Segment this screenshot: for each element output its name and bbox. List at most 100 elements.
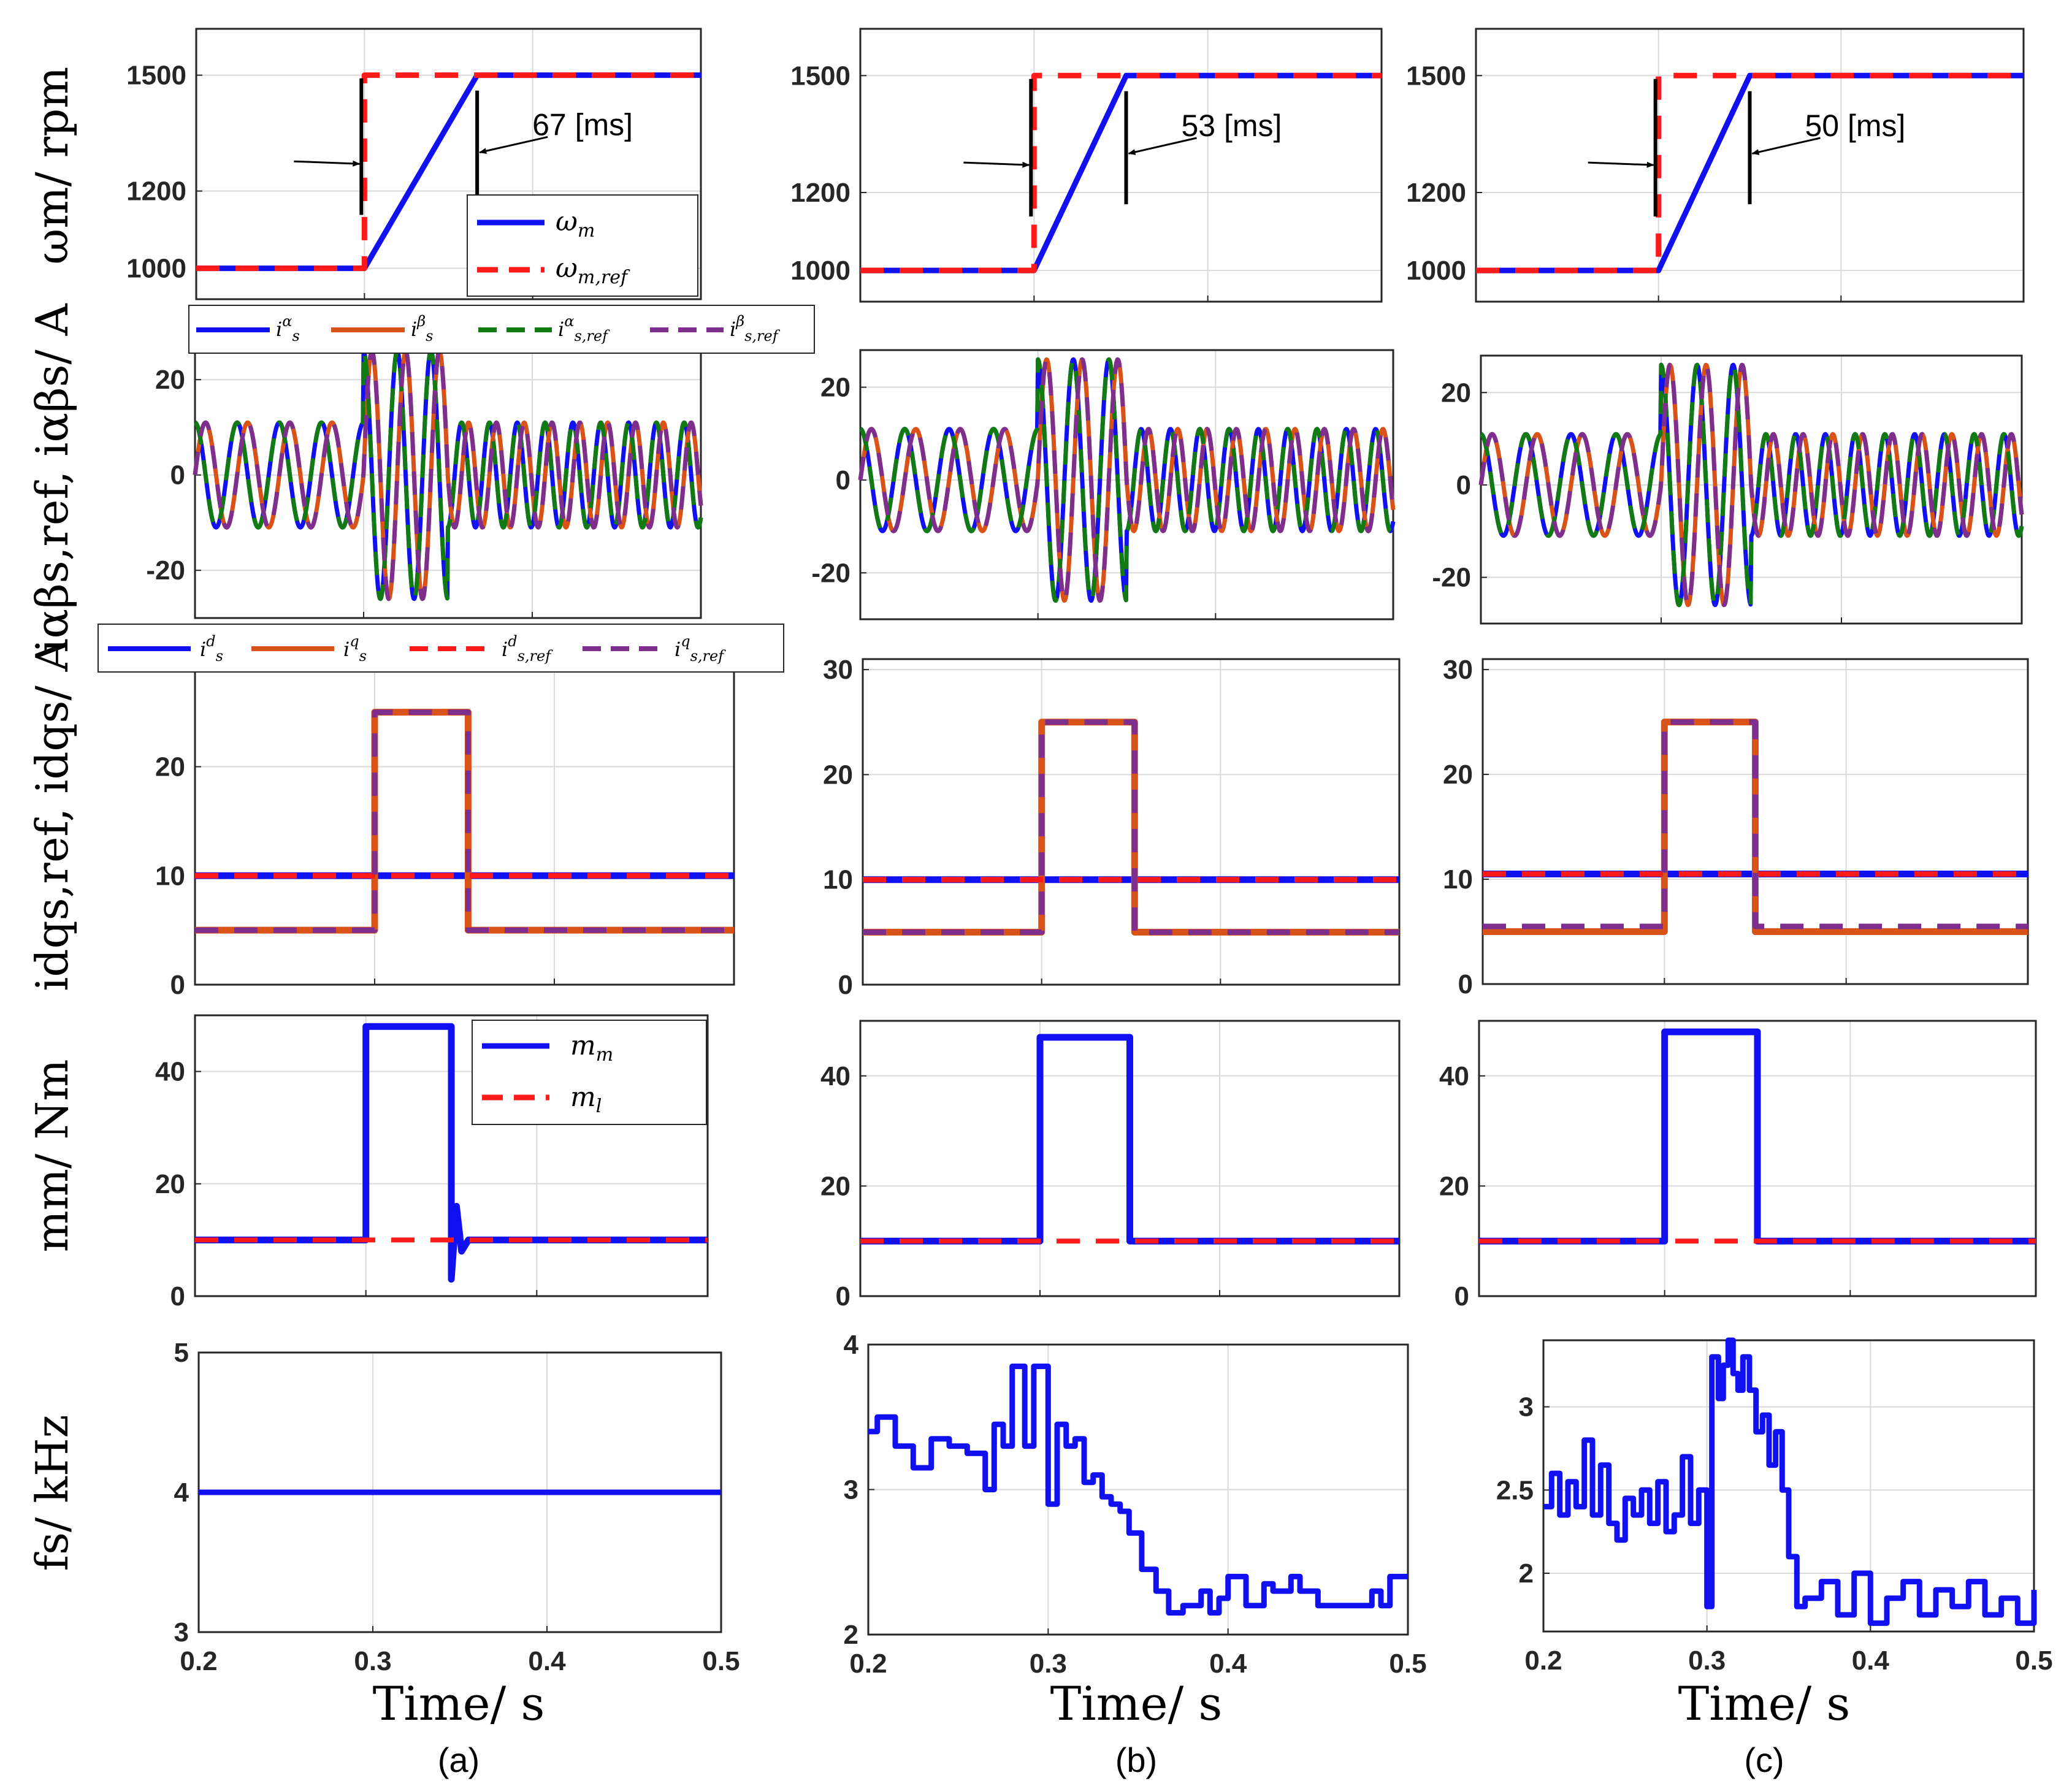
y-tick-label: 0 bbox=[1458, 969, 1473, 999]
ialphabeta-legend: iαs iβs iαs,ref iβs,ref bbox=[188, 305, 815, 354]
y-tick-label: 3 bbox=[844, 1475, 858, 1505]
y-tick-label: -20 bbox=[146, 555, 185, 586]
axes-frame bbox=[859, 349, 1394, 620]
x-tick-label: 0.2 bbox=[1524, 1646, 1562, 1676]
y-tick-label: 4 bbox=[844, 1330, 859, 1360]
settling-time-annotation: 50 [ms] bbox=[1805, 109, 1906, 143]
legend-label-0: iαs bbox=[276, 313, 300, 345]
subfigure-label: (b) bbox=[1115, 1741, 1157, 1779]
axes-frame bbox=[1478, 1020, 2037, 1297]
legend-label-1: iβs bbox=[411, 313, 433, 345]
speed-series-red bbox=[196, 72, 701, 272]
idq-series-orange bbox=[1483, 719, 2028, 935]
arrow-left-icon bbox=[1128, 137, 1197, 155]
axes-frame bbox=[195, 28, 702, 300]
arrow-right-icon bbox=[963, 161, 1030, 168]
x-axis-label: Time/ s bbox=[373, 1676, 545, 1731]
torque-legend: mm ml bbox=[472, 1020, 707, 1125]
y-tick-label: 2 bbox=[844, 1620, 858, 1650]
y-tick-label: -20 bbox=[811, 558, 851, 588]
arrow-right-icon bbox=[294, 160, 361, 167]
y-tick-label: 3 bbox=[174, 1617, 189, 1647]
y-tick-label: 0 bbox=[170, 460, 185, 490]
y-axis-label: ωm/ rpm bbox=[26, 67, 78, 265]
legend-box bbox=[467, 194, 698, 297]
y-tick-label: 20 bbox=[155, 1169, 185, 1199]
ialphabeta-series-green bbox=[193, 349, 703, 601]
ialphabeta-series-purple bbox=[1478, 362, 2024, 608]
y-tick-label: 2 bbox=[1519, 1559, 1534, 1589]
y-tick-label: 1200 bbox=[126, 177, 186, 207]
y-tick-label: 3 bbox=[1519, 1392, 1534, 1422]
axes-frame bbox=[859, 28, 1383, 303]
x-tick-label: 0.5 bbox=[1389, 1649, 1426, 1679]
data-layer bbox=[193, 72, 2037, 1626]
y-tick-label: 4 bbox=[174, 1478, 189, 1508]
arrow-right-icon bbox=[1588, 161, 1654, 168]
axes-frame bbox=[194, 1014, 709, 1297]
x-tick-label: 0.4 bbox=[1209, 1649, 1247, 1679]
y-tick-label: 1500 bbox=[1406, 61, 1466, 91]
settling-time-annotation: 53 [ms] bbox=[1182, 109, 1282, 143]
axes-frame bbox=[1542, 1339, 2035, 1633]
legend-label-3: iqs,ref bbox=[675, 633, 726, 665]
y-tick-label: 1500 bbox=[126, 61, 186, 91]
x-tick-label: 0.4 bbox=[528, 1646, 566, 1676]
speed-series-red bbox=[860, 72, 1382, 273]
y-tick-label: 20 bbox=[1441, 378, 1471, 408]
y-tick-label: 0 bbox=[1455, 1281, 1469, 1311]
y-tick-label: 40 bbox=[155, 1057, 185, 1087]
ialphabeta-series-purple bbox=[858, 357, 1396, 603]
speed-axes-1 bbox=[859, 28, 1383, 303]
y-tick-label: 10 bbox=[155, 861, 185, 891]
plot-area bbox=[195, 647, 734, 985]
y-tick-label: 0 bbox=[170, 970, 185, 1000]
y-axis-label: idqs,ref, idqs/ A bbox=[26, 639, 78, 991]
ialphabeta-series-green bbox=[1479, 362, 2024, 608]
y-tick-label: 2.5 bbox=[1496, 1475, 1534, 1505]
y-tick-label: 40 bbox=[820, 1061, 851, 1091]
y-tick-label: 0 bbox=[1456, 470, 1471, 500]
idq-axes-1 bbox=[862, 658, 1401, 986]
x-tick-label: 0.3 bbox=[354, 1646, 391, 1676]
axes-frame bbox=[1481, 658, 2029, 985]
arrow-left-icon bbox=[1751, 137, 1821, 155]
x-tick-label: 0.5 bbox=[2015, 1646, 2052, 1676]
x-tick-label: 0.5 bbox=[702, 1646, 740, 1676]
fs-axes-1 bbox=[867, 1343, 1409, 1636]
legend-label-speed-ref: ωm,ref bbox=[556, 253, 630, 288]
idq-legend: ids iqs ids,ref iqs,ref bbox=[97, 624, 784, 673]
y-tick-label: 1200 bbox=[790, 178, 851, 208]
x-tick-label: 0.3 bbox=[1030, 1649, 1067, 1679]
y-axis-label: iαβs,ref, iαβs/ A bbox=[26, 303, 78, 652]
axes-frame bbox=[862, 658, 1401, 986]
y-tick-label: 20 bbox=[1439, 1171, 1469, 1201]
y-axis-label: fs/ kHz bbox=[26, 1414, 78, 1571]
x-tick-label: 0.2 bbox=[180, 1646, 217, 1676]
ialphabeta-series-purple bbox=[193, 349, 703, 601]
y-tick-label: 0 bbox=[170, 1281, 185, 1311]
legend-box bbox=[472, 1020, 707, 1125]
y-tick-label: -20 bbox=[1432, 563, 1471, 593]
y-tick-label: 10 bbox=[1443, 864, 1473, 895]
axes-frame bbox=[1480, 354, 2023, 625]
subfigure-label: (a) bbox=[438, 1741, 480, 1779]
legend-label-torque: mm bbox=[570, 1030, 613, 1066]
legend-label-3: iβs,ref bbox=[730, 313, 781, 345]
arrow-left-icon bbox=[479, 135, 548, 155]
y-tick-label: 1000 bbox=[1406, 256, 1466, 286]
settling-time-annotation: 67 [ms] bbox=[532, 107, 633, 142]
y-tick-label: 1200 bbox=[1406, 178, 1466, 208]
idq-series-purple bbox=[1483, 719, 2028, 929]
subfigure-label: (c) bbox=[1744, 1741, 1784, 1779]
y-tick-label: 10 bbox=[823, 865, 853, 895]
y-tick-label: 20 bbox=[820, 373, 851, 403]
x-tick-label: 0.4 bbox=[1852, 1646, 1890, 1676]
y-tick-label: 20 bbox=[155, 752, 185, 782]
y-axis-label: mm/ Nm bbox=[26, 1059, 78, 1253]
idq-axes-0 bbox=[194, 646, 735, 986]
y-tick-label: 1000 bbox=[790, 256, 851, 286]
y-tick-label: 0 bbox=[836, 465, 851, 495]
